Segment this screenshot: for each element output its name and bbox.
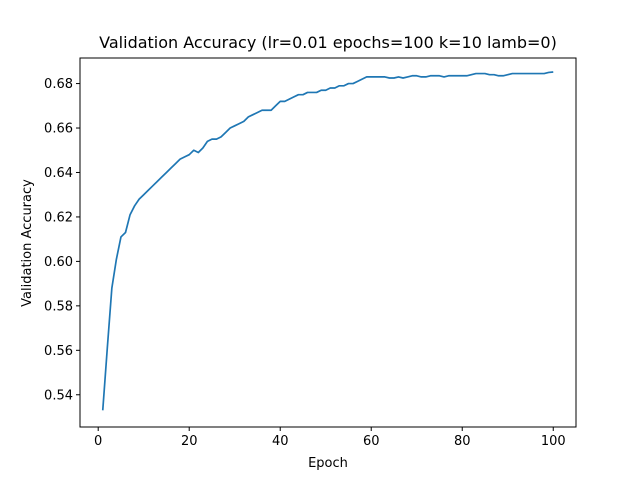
y-tick-label: 0.62 [44,210,73,225]
ticks-layer: 0 20 40 60 80 100 0.54 0.56 0.58 0.60 0.62 0.64 0.66… [44,77,566,449]
plot-background [80,58,576,427]
x-tick-label: 40 [272,434,289,449]
chart-title: Validation Accuracy (lr=0.01 epochs=100 … [99,33,557,52]
y-tick-label: 0.64 [44,166,73,181]
y-tick-label: 0.68 [44,77,73,92]
accuracy-series-line [101,71,554,411]
y-tick-label: 0.66 [44,122,73,137]
y-tick-label: 0.58 [44,299,73,314]
plot-frame [79,57,577,428]
y-tick-label: 0.56 [44,344,73,359]
series-layer [101,71,554,411]
x-tick-label: 20 [181,434,198,449]
x-axis-label: Epoch [308,456,348,471]
x-tick-label: 80 [454,434,471,449]
x-tick-label: 0 [94,434,102,449]
x-tick-label: 100 [541,434,566,449]
x-tick-label: 60 [363,434,380,449]
y-tick-label: 0.60 [44,255,73,270]
y-axis-label: Validation Accuracy [20,179,35,307]
y-tick-label: 0.54 [44,388,73,403]
